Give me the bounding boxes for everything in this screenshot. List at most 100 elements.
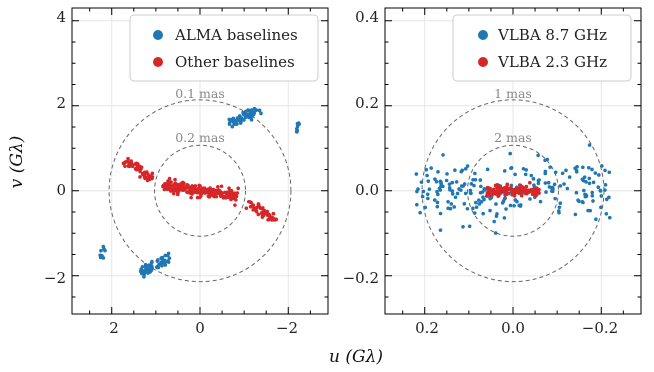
data-point xyxy=(259,111,263,116)
data-point xyxy=(144,176,149,180)
data-point xyxy=(165,259,170,263)
data-point xyxy=(574,190,579,195)
data-point xyxy=(447,186,452,190)
data-point xyxy=(253,108,258,113)
data-point xyxy=(591,180,596,185)
data-point xyxy=(262,208,267,213)
data-point xyxy=(159,256,163,260)
ticks-left xyxy=(72,8,328,314)
data-point xyxy=(163,184,167,189)
data-point xyxy=(562,182,566,186)
ytick-label: 4 xyxy=(56,8,66,26)
data-point xyxy=(446,206,450,211)
data-point xyxy=(501,199,506,203)
data-point xyxy=(438,228,443,232)
data-point xyxy=(494,184,499,189)
data-point xyxy=(532,183,536,187)
data-point xyxy=(233,203,237,207)
data-point xyxy=(536,181,541,186)
data-point xyxy=(459,188,463,192)
data-point xyxy=(512,194,517,198)
legend-left: ALMA baselines Other baselines xyxy=(129,14,319,82)
data-point xyxy=(438,211,443,216)
data-point xyxy=(246,112,251,117)
data-point xyxy=(498,187,503,192)
data-point xyxy=(488,208,492,213)
data-point xyxy=(574,170,579,174)
data-point xyxy=(217,189,222,193)
ytick-label: 2 xyxy=(56,94,66,112)
data-point xyxy=(208,186,212,190)
data-point xyxy=(519,193,524,198)
data-point xyxy=(515,199,519,204)
data-point xyxy=(230,124,235,129)
data-point xyxy=(581,165,585,170)
data-point xyxy=(182,181,186,186)
data-point xyxy=(238,121,243,125)
annotation-label-outer-left: 0.1 mas xyxy=(175,86,225,101)
data-point xyxy=(580,199,585,204)
data-point xyxy=(101,256,106,260)
data-point xyxy=(590,167,594,172)
data-point xyxy=(156,265,161,270)
annotation-circles-left: 0.1 mas 0.2 mas xyxy=(108,86,292,283)
data-point xyxy=(468,191,473,195)
data-point xyxy=(597,173,601,177)
data-point xyxy=(435,200,440,205)
data-point xyxy=(228,117,233,122)
data-point xyxy=(166,187,170,192)
data-point xyxy=(580,177,585,182)
ytick-label: 0.4 xyxy=(355,8,379,26)
legend-label-alma: ALMA baselines xyxy=(174,26,298,44)
data-point xyxy=(459,184,464,188)
data-point xyxy=(596,185,601,189)
data-point xyxy=(557,205,562,210)
data-point xyxy=(141,172,145,176)
points-right xyxy=(414,143,612,235)
data-point xyxy=(189,195,193,200)
data-point xyxy=(548,165,552,170)
data-point xyxy=(414,172,419,176)
data-point xyxy=(502,169,507,173)
data-point xyxy=(471,177,475,182)
annotation-label-inner-right: 2 mas xyxy=(494,130,532,145)
data-point xyxy=(249,118,254,122)
data-point xyxy=(477,198,481,202)
data-point xyxy=(421,189,426,194)
data-point xyxy=(250,204,255,208)
data-point xyxy=(186,183,190,188)
data-point xyxy=(553,170,558,175)
data-point xyxy=(171,187,175,192)
data-point xyxy=(543,181,548,185)
points-left xyxy=(98,106,301,279)
data-point xyxy=(172,184,177,188)
data-point xyxy=(450,180,455,185)
ytick-label: −0.2 xyxy=(343,269,379,287)
data-point xyxy=(587,176,592,181)
data-point xyxy=(231,120,236,124)
data-point xyxy=(583,194,588,199)
data-point xyxy=(155,259,160,263)
data-point xyxy=(216,185,220,189)
data-point xyxy=(138,169,142,174)
data-point xyxy=(150,176,154,181)
data-point xyxy=(512,203,516,208)
data-point xyxy=(191,188,195,192)
data-point xyxy=(520,186,524,190)
data-point xyxy=(556,209,561,213)
x-axis-label: u (Gλ) xyxy=(329,347,383,367)
xtick-label: 0.2 xyxy=(415,319,439,337)
data-point xyxy=(547,185,552,189)
legend-box-right xyxy=(452,14,632,82)
data-point xyxy=(558,201,563,206)
data-point xyxy=(536,153,540,158)
data-point xyxy=(270,217,274,222)
data-point xyxy=(582,175,587,179)
data-point xyxy=(469,182,474,186)
data-point xyxy=(447,182,452,186)
data-point xyxy=(236,186,240,191)
data-point xyxy=(472,183,476,188)
data-point xyxy=(121,161,126,166)
data-point xyxy=(599,205,603,210)
data-point xyxy=(98,253,102,258)
